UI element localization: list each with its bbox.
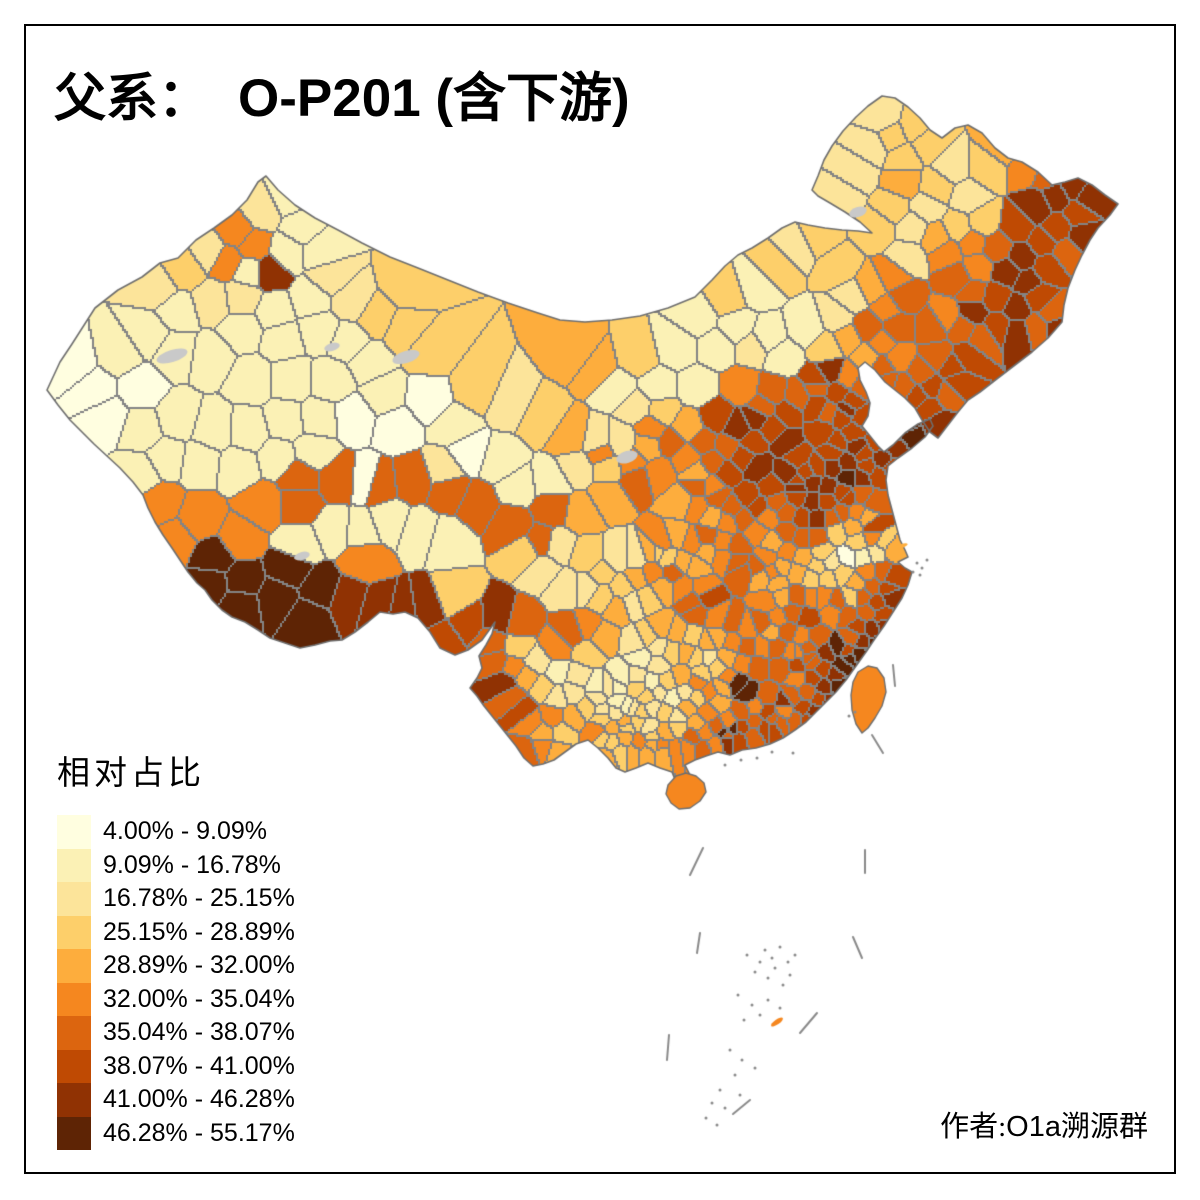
legend-swatch — [57, 1016, 91, 1050]
legend-row: 32.00% - 35.04% — [57, 982, 295, 1016]
legend-swatch — [57, 815, 91, 849]
attribution-org: O1a — [1006, 1111, 1061, 1143]
legend-label: 41.00% - 46.28% — [103, 1085, 295, 1113]
legend-label: 4.00% - 9.09% — [103, 817, 267, 845]
legend-row: 41.00% - 46.28% — [57, 1083, 295, 1117]
legend-swatch — [57, 882, 91, 916]
legend-row: 9.09% - 16.78% — [57, 848, 295, 882]
legend-label: 25.15% - 28.89% — [103, 917, 295, 946]
page-title: 父系： O-P201 (含下游) — [54, 56, 630, 132]
legend-swatch — [57, 1049, 91, 1083]
legend-row: 25.15% - 28.89% — [57, 915, 295, 949]
legend-row: 16.78% - 25.15% — [57, 882, 295, 916]
legend-swatch — [57, 848, 91, 882]
legend-label: 46.28% - 55.17% — [103, 1118, 295, 1147]
attribution-suffix: 溯源群 — [1060, 1111, 1148, 1143]
legend-swatch — [57, 915, 91, 949]
legend-swatch — [57, 1116, 91, 1150]
legend-row: 38.07% - 41.00% — [57, 1049, 295, 1083]
legend-label: 28.89% - 32.00% — [103, 951, 295, 979]
legend-row: 46.28% - 55.17% — [57, 1116, 295, 1150]
legend-label: 32.00% - 35.04% — [103, 984, 295, 1013]
legend-row: 4.00% - 9.09% — [57, 815, 295, 849]
legend-row: 35.04% - 38.07% — [57, 1016, 295, 1050]
legend-swatch — [57, 1083, 91, 1117]
legend-title: 相对占比 — [57, 756, 205, 792]
legend-label: 9.09% - 16.78% — [103, 850, 281, 879]
title-haplogroup: O-P201 (含下游) — [238, 69, 630, 128]
attribution: 作者:O1a溯源群 — [940, 1103, 1148, 1145]
legend-label: 16.78% - 25.15% — [103, 884, 295, 912]
legend: 相对占比 4.00% - 9.09% 9.09% - 16.78% 16.78% -… — [57, 746, 295, 1150]
legend-row: 28.89% - 32.00% — [57, 949, 295, 983]
title-prefix: 父系： — [54, 71, 211, 128]
legend-swatch — [57, 982, 91, 1016]
legend-swatch — [57, 949, 91, 983]
legend-entries: 4.00% - 9.09% 9.09% - 16.78% 16.78% - 25.1… — [57, 815, 295, 1150]
legend-label: 38.07% - 41.00% — [103, 1051, 295, 1080]
legend-label: 35.04% - 38.07% — [103, 1018, 295, 1046]
attribution-prefix: 作者: — [940, 1111, 1007, 1143]
